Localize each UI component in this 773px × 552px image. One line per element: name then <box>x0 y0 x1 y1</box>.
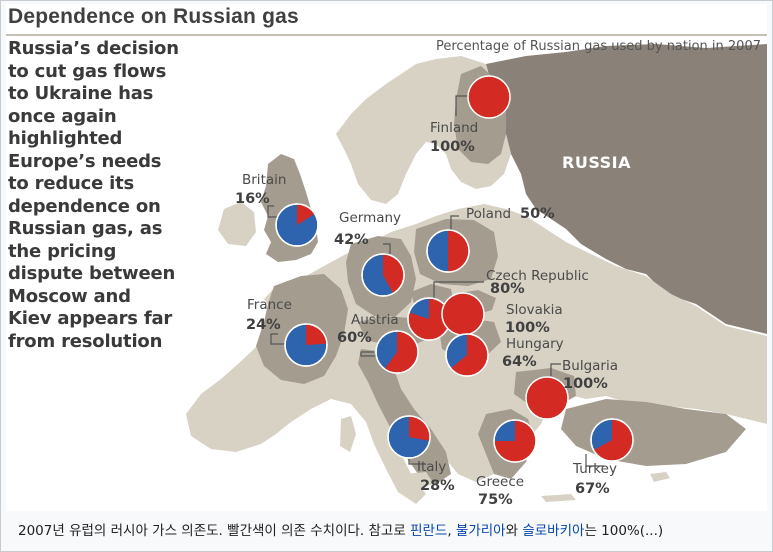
link-bulgaria[interactable]: 불가리아 <box>455 523 506 539</box>
leader-czech <box>433 281 484 298</box>
label-bulgaria: Bulgaria <box>562 358 618 374</box>
leader-germany <box>383 243 391 254</box>
pie-russian-slice <box>384 330 419 373</box>
pie-germany <box>361 253 405 297</box>
headline-text: Russia’s decision to cut gas flows to Uk… <box>8 38 179 352</box>
pct-germany: 42% <box>334 232 369 248</box>
pie-outline <box>590 418 634 462</box>
caption-sep-1: , <box>447 523 456 539</box>
pct-czech: 80% <box>490 281 525 297</box>
pie-russian-slice <box>448 230 469 272</box>
label-germany: Germany <box>339 210 402 226</box>
pct-italy: 28% <box>420 478 455 494</box>
title-divider <box>6 34 767 36</box>
label-slovakia: Slovakia <box>506 302 563 318</box>
pie-turkey <box>590 418 634 462</box>
pie-russian-slice <box>383 254 404 294</box>
link-finland[interactable]: 핀란드 <box>410 523 448 539</box>
pie-outline <box>493 419 537 463</box>
crete-land <box>541 494 576 502</box>
pie-russian-slice <box>407 298 450 340</box>
pct-france: 24% <box>246 317 281 333</box>
caption-tail: 는 100%(...) <box>584 523 664 539</box>
pie-russian-slice <box>593 419 633 461</box>
pct-bulgaria: 100% <box>563 376 608 392</box>
pct-finland: 100% <box>430 139 475 155</box>
figure-title: Dependence on Russian gas <box>8 5 299 28</box>
map-subtitle: Percentage of Russian gas used by nation… <box>435 39 761 54</box>
russia-region <box>486 44 767 334</box>
pie-base <box>467 75 511 119</box>
pie-france <box>284 323 328 367</box>
europe-map: RUSSIA Finland 100% Britain 16% Poland 5… <box>6 36 767 511</box>
pie-russian-slice <box>494 420 536 462</box>
pie-greece <box>493 419 537 463</box>
map-figure: Dependence on Russian gas <box>6 4 767 511</box>
pie-bulgaria <box>525 376 569 420</box>
pie-britain <box>275 203 319 247</box>
pct-hungary: 64% <box>502 354 537 370</box>
pie-russian-slice <box>306 324 327 345</box>
pct-slovakia: 100% <box>505 320 550 336</box>
label-france: France <box>247 297 292 313</box>
cyprus-land <box>650 472 670 482</box>
pct-turkey: 67% <box>575 481 610 497</box>
pie-russian-slice <box>450 334 489 376</box>
leader-austria <box>360 351 376 357</box>
label-finland: Finland <box>430 120 479 136</box>
pie-outline <box>445 333 489 377</box>
leader-france <box>270 333 287 345</box>
pie-finland <box>467 75 511 119</box>
pie-outline <box>361 253 405 297</box>
pct-greece: 75% <box>478 492 513 508</box>
leader-britain <box>267 205 278 218</box>
sardinia-land <box>340 416 356 452</box>
pie-austria <box>375 330 419 374</box>
pie-italy <box>387 415 431 459</box>
pie-russian-slice <box>409 416 431 441</box>
label-czech: Czech Republic <box>486 268 589 284</box>
pct-britain: 16% <box>235 191 270 207</box>
pie-markers <box>275 75 634 463</box>
russia-label: RUSSIA <box>562 153 631 172</box>
leader-poland <box>450 215 459 232</box>
leader-turkey <box>585 454 604 467</box>
pie-czech-republic <box>407 297 451 341</box>
caption-text: 2007년 유럽의 러시아 가스 의존도. 빨간색이 의존 수치이다. 참고로 <box>18 523 411 539</box>
pie-outline <box>426 229 470 273</box>
pie-outline <box>387 415 431 459</box>
leader-bulgaria <box>550 363 561 376</box>
pct-poland: 50% <box>520 206 555 222</box>
pie-outline <box>284 323 328 367</box>
pie-base <box>525 376 569 420</box>
figure-caption: 2007년 유럽의 러시아 가스 의존도. 빨간색이 의존 수치이다. 참고로 … <box>18 519 663 539</box>
caption-sep-2: 와 <box>505 523 523 539</box>
pct-austria: 60% <box>337 330 372 346</box>
pie-slovakia <box>441 292 485 336</box>
pie-outline <box>275 203 319 247</box>
ireland-land <box>218 202 256 246</box>
pie-hungary <box>445 333 489 377</box>
label-italy: Italy <box>417 459 447 475</box>
label-austria: Austria <box>351 312 399 328</box>
pie-outline <box>375 330 419 374</box>
label-hungary: Hungary <box>506 336 564 352</box>
pie-poland <box>426 229 470 273</box>
label-greece: Greece <box>476 474 525 490</box>
label-britain: Britain <box>242 172 287 188</box>
link-slovakia[interactable]: 슬로바키아 <box>522 523 585 539</box>
pie-base <box>441 292 485 336</box>
sicily-land <box>402 472 434 489</box>
label-poland: Poland <box>466 206 512 222</box>
label-turkey: Turkey <box>573 461 617 477</box>
